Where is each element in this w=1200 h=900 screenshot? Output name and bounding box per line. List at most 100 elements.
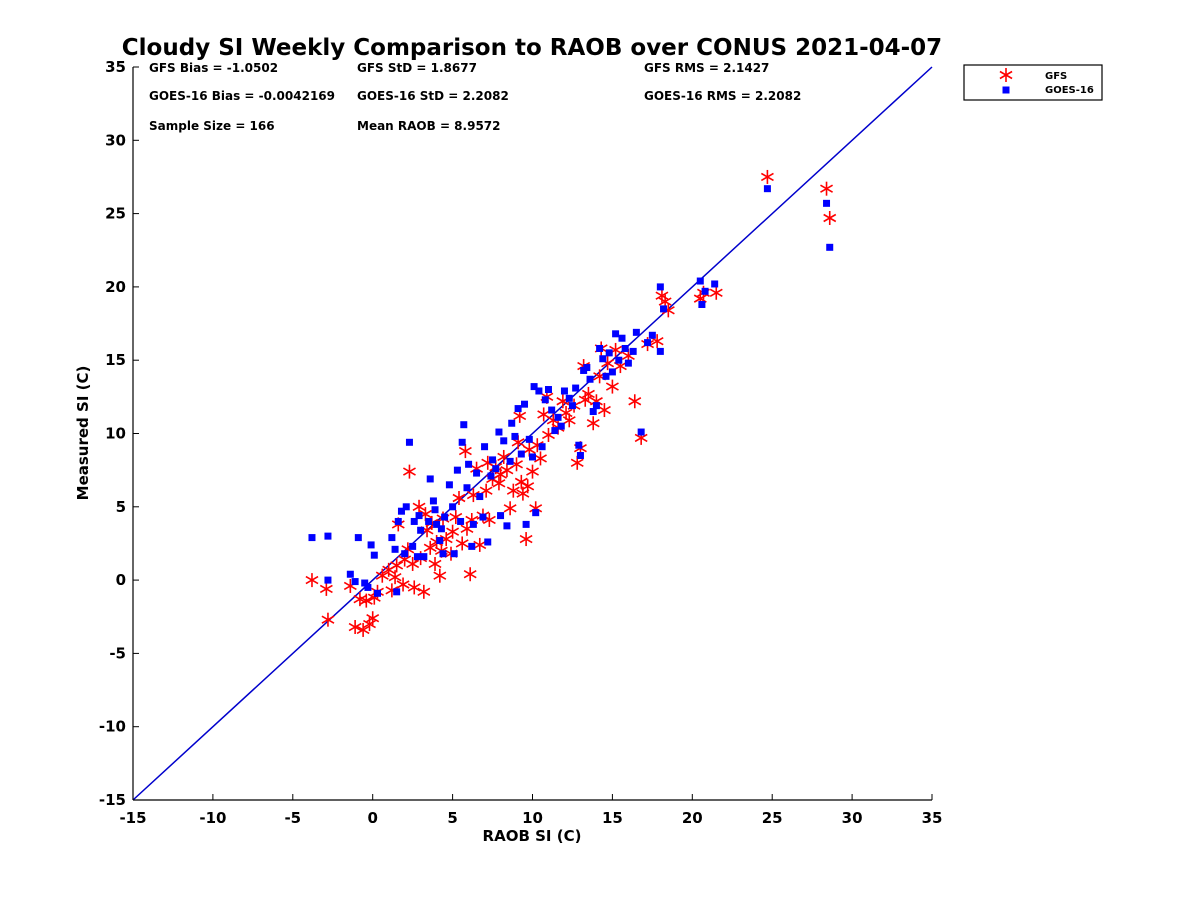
stats-panel: GFS Bias = -1.0502 GFS StD = 1.8677 GFS RM… xyxy=(149,61,801,133)
gfs-point xyxy=(402,464,416,479)
goes16-point xyxy=(621,344,629,352)
y-tick-label: 0 xyxy=(116,571,126,589)
goes16-point xyxy=(586,375,594,383)
y-axis-ticks: -15 -10 -5 0 5 10 15 20 25 30 35 xyxy=(99,58,139,809)
goes16-point xyxy=(568,402,576,410)
goes16-point xyxy=(763,185,771,193)
gfs-point xyxy=(356,622,370,637)
goes16-point xyxy=(370,551,378,559)
goes16-point xyxy=(425,517,433,525)
goes16-point xyxy=(500,437,508,445)
goes16-point xyxy=(449,503,457,511)
gfs-point xyxy=(479,483,493,498)
goes16-point xyxy=(415,512,423,520)
stat-text: GFS StD = 1.8677 xyxy=(357,61,477,75)
legend-goes16-marker xyxy=(1002,86,1010,94)
gfs-point xyxy=(388,570,402,585)
gfs-point xyxy=(375,568,389,583)
plot-area xyxy=(132,66,933,801)
goes16-point xyxy=(605,349,613,357)
goes16-point xyxy=(373,589,381,597)
x-tick-label: 0 xyxy=(367,809,377,827)
gfs-point xyxy=(562,413,576,428)
goes16-point xyxy=(660,305,668,313)
goes16-point xyxy=(511,432,519,440)
goes16-point xyxy=(460,421,468,429)
goes16-point xyxy=(503,522,511,530)
gfs-point xyxy=(519,532,533,547)
y-tick-label: 10 xyxy=(105,425,126,443)
goes16-point xyxy=(624,359,632,367)
gfs-point xyxy=(709,285,723,300)
goes16-point xyxy=(426,475,434,483)
goes16-point xyxy=(615,356,623,364)
gfs-point xyxy=(417,584,431,599)
gfs-point xyxy=(473,537,487,552)
gfs-point xyxy=(366,611,380,626)
goes16-point xyxy=(506,457,514,465)
goes16-point xyxy=(401,550,409,558)
goes16-point xyxy=(429,497,437,505)
goes16-point xyxy=(522,520,530,528)
goes16-point xyxy=(397,507,405,515)
goes16-point xyxy=(489,456,497,464)
gfs-point xyxy=(597,403,611,418)
gfs-series xyxy=(305,169,837,637)
goes16-point xyxy=(644,339,652,347)
y-tick-label: 20 xyxy=(105,278,126,296)
goes16-point xyxy=(487,472,495,480)
gfs-point xyxy=(446,524,460,539)
goes16-point xyxy=(458,438,466,446)
goes16-point xyxy=(445,481,453,489)
goes16-point xyxy=(565,394,573,402)
goes16-point xyxy=(514,405,522,413)
goes16-point xyxy=(468,542,476,550)
goes16-point xyxy=(394,517,402,525)
goes16-point xyxy=(583,364,591,372)
goes16-point xyxy=(548,406,556,414)
gfs-point xyxy=(452,491,466,506)
goes16-point xyxy=(823,199,831,207)
gfs-point xyxy=(455,536,469,551)
goes16-point xyxy=(538,443,546,451)
goes16-point xyxy=(324,576,332,584)
gfs-point xyxy=(526,464,539,479)
goes16-point xyxy=(324,532,332,540)
y-tick-label: -15 xyxy=(99,791,126,809)
gfs-point xyxy=(650,334,664,349)
goes16-point xyxy=(632,328,640,336)
one-to-one-line xyxy=(132,66,933,801)
goes16-point xyxy=(541,396,549,404)
goes16-point xyxy=(473,469,481,477)
goes16-point xyxy=(637,428,645,436)
goes16-point xyxy=(551,427,559,435)
gfs-point xyxy=(506,483,520,498)
x-tick-label: 15 xyxy=(602,809,623,827)
x-tick-label: 30 xyxy=(842,809,863,827)
goes16-point xyxy=(521,400,529,408)
gfs-point xyxy=(628,394,642,409)
goes16-point xyxy=(517,450,525,458)
gfs-point xyxy=(760,169,774,184)
goes16-point xyxy=(648,331,656,339)
goes16-point xyxy=(361,579,369,587)
gfs-point xyxy=(396,577,410,592)
gfs-point xyxy=(586,416,600,431)
goes16-point xyxy=(450,550,458,558)
goes16-point xyxy=(508,419,516,427)
legend: GFS GOES-16 xyxy=(963,64,1103,101)
goes16-point xyxy=(612,330,620,338)
goes16-point xyxy=(351,578,359,586)
gfs-point xyxy=(423,540,437,555)
goes16-point xyxy=(629,347,637,355)
goes16-point xyxy=(557,422,565,430)
legend-gfs-label: GFS xyxy=(1045,71,1067,82)
y-tick-label: 25 xyxy=(105,205,126,223)
goes16-point xyxy=(529,453,536,461)
goes16-point xyxy=(495,428,503,436)
goes16-point xyxy=(532,509,540,517)
goes16-point xyxy=(410,517,418,525)
x-tick-label: 5 xyxy=(447,809,457,827)
x-tick-label: -15 xyxy=(119,809,146,827)
